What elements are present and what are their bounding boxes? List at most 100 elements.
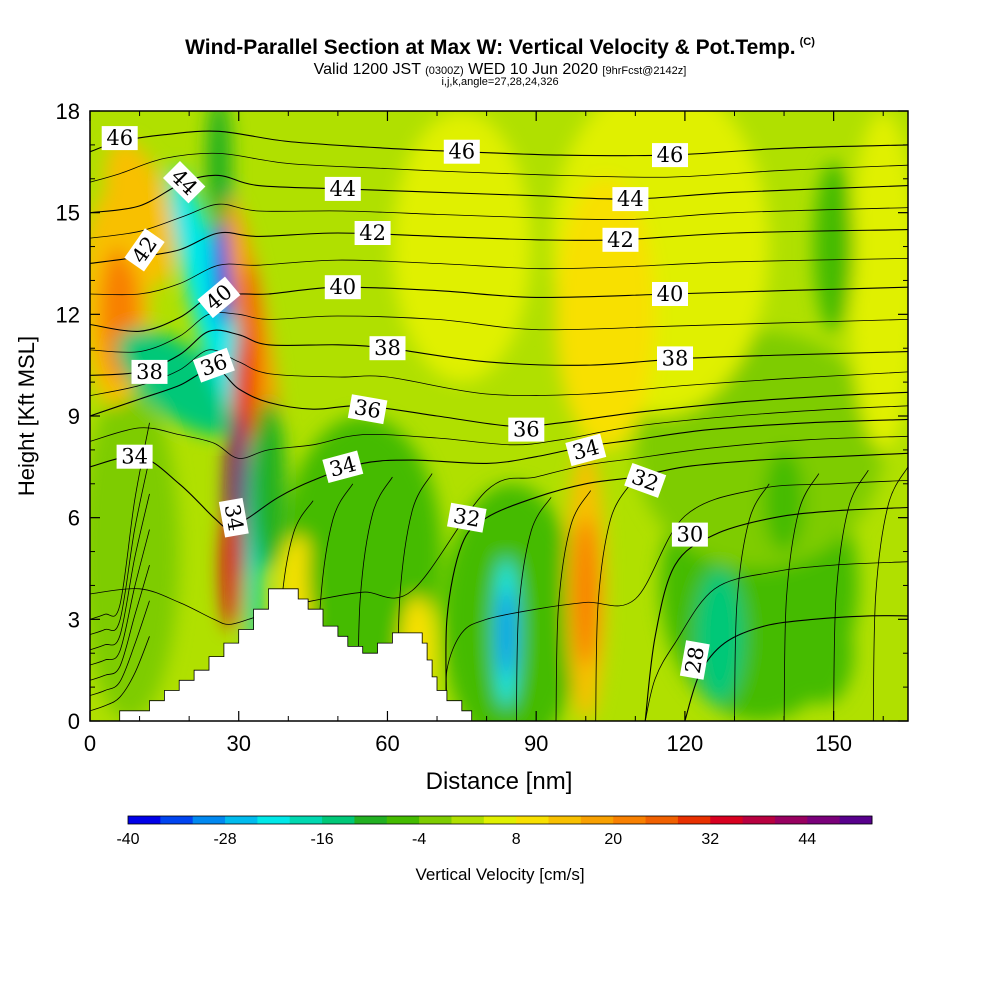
- colorbar-swatch: [580, 816, 614, 824]
- colorbar-swatch: [710, 816, 744, 824]
- potential-temperature-contours: [90, 130, 908, 721]
- isentrope-37: [90, 349, 908, 397]
- colorbar-swatch: [354, 816, 388, 824]
- velocity-cell: [573, 517, 599, 667]
- x-tick-label: 30: [226, 731, 250, 756]
- isentrope-38: [90, 329, 908, 376]
- y-tick-label: 15: [56, 201, 80, 226]
- contour-label-box: [197, 276, 241, 319]
- contour-label-box: [679, 640, 710, 680]
- chart-subtitle: Valid 1200 JST (0300Z) WED 10 Jun 2020 […: [0, 61, 1000, 79]
- colorbar-swatch: [289, 816, 323, 824]
- isentrope-surface: [90, 600, 150, 696]
- contour-label-text: 28: [681, 645, 709, 675]
- isentrope-33: [90, 435, 908, 625]
- contour-label: 44: [612, 187, 649, 212]
- isentrope-surface: [90, 636, 150, 712]
- contour-label: 38: [657, 346, 693, 371]
- isentrope-column: [555, 490, 592, 721]
- isentrope-45: [90, 152, 908, 183]
- isentrope-column: [783, 473, 820, 721]
- contour-label-box: [354, 221, 391, 245]
- contour-label-box: [162, 160, 206, 204]
- contour-label-box: [602, 227, 639, 252]
- colorbar-tick-label: -40: [116, 831, 139, 848]
- contour-label-text: 30: [677, 523, 704, 547]
- colorbar-swatch: [516, 816, 550, 824]
- contour-label-text: 32: [452, 504, 482, 532]
- contour-label: 34: [116, 444, 153, 469]
- colorbar-swatch: [322, 816, 355, 824]
- contour-label: 36: [347, 394, 388, 425]
- colorbar-swatch: [645, 816, 679, 824]
- contour-label: 46: [652, 143, 688, 168]
- contour-label-box: [652, 143, 688, 168]
- isentrope-surface: [90, 422, 150, 620]
- forecast-info: [9hrFcst@2142z]: [602, 65, 687, 77]
- x-axis-label: Distance [nm]: [426, 768, 573, 795]
- velocity-cell: [308, 500, 338, 637]
- contour-label: 38: [131, 359, 168, 384]
- velocity-cell: [221, 507, 242, 630]
- colorbar-swatch: [192, 816, 226, 824]
- contour-label-text: 42: [607, 228, 634, 252]
- contour-label-text: 40: [657, 282, 684, 306]
- chart-title-text: Wind-Parallel Section at Max W: Vertical…: [185, 36, 796, 59]
- contour-label-text: 44: [617, 187, 644, 211]
- contour-label: 46: [101, 126, 138, 151]
- velocity-cell: [694, 568, 745, 705]
- contour-label-text: 34: [121, 445, 148, 469]
- contour-label-box: [322, 450, 364, 484]
- contour-label-box: [652, 282, 688, 306]
- contour-label: 28: [679, 640, 710, 680]
- isentrope-30: [644, 506, 908, 721]
- isentrope-35: [90, 405, 908, 459]
- terrain: [90, 588, 908, 722]
- contour-label-box: [612, 187, 649, 212]
- contour-label-box: [124, 228, 165, 272]
- y-tick-label: 6: [68, 506, 80, 531]
- colorbar-swatch: [483, 816, 517, 824]
- valid-date: WED 10 Jun 2020: [468, 61, 598, 78]
- contour-label-box: [443, 139, 480, 164]
- colorbar-label: Vertical Velocity [cm/s]: [415, 865, 584, 884]
- colorbar-swatch: [386, 816, 420, 824]
- vertical-velocity-field: [90, 111, 908, 721]
- colorbar-swatch: [742, 816, 776, 824]
- y-tick-label: 18: [56, 99, 80, 124]
- isentrope-34: [90, 418, 908, 529]
- velocity-cell: [764, 449, 804, 552]
- isentrope-42: [90, 229, 908, 265]
- isentrope-surface: [90, 458, 150, 635]
- colorbar-tick-label: -16: [311, 831, 334, 848]
- y-tick-label: 3: [68, 607, 80, 632]
- contour-label: 42: [602, 227, 639, 252]
- copyright-mark: (C): [799, 36, 815, 48]
- colorbar-swatch: [839, 816, 873, 824]
- contour-label-box: [324, 275, 361, 300]
- isentrope-column: [734, 483, 770, 721]
- velocity-cell: [90, 382, 180, 721]
- colorbar-swatch: [128, 816, 161, 824]
- colorbar-swatch: [677, 816, 711, 824]
- contour-label-box: [565, 433, 607, 467]
- colorbar-tick-label: 8: [512, 831, 521, 848]
- colorbar-swatch: [225, 816, 258, 824]
- contour-label: 40: [652, 282, 688, 306]
- colorbar-swatch: [160, 816, 194, 824]
- isentrope-column: [872, 466, 908, 721]
- velocity-cell: [499, 588, 514, 677]
- contour-label-text: 40: [329, 275, 356, 299]
- contour-label: 46: [443, 139, 480, 164]
- contour-label-text: 42: [359, 221, 386, 245]
- colorbar-tick-label: -4: [412, 831, 426, 848]
- isentrope-41: [90, 258, 908, 296]
- contour-label-box: [624, 462, 667, 498]
- velocity-cell: [392, 111, 532, 383]
- contour-label-text: 38: [662, 346, 689, 370]
- contour-label-box: [324, 176, 361, 201]
